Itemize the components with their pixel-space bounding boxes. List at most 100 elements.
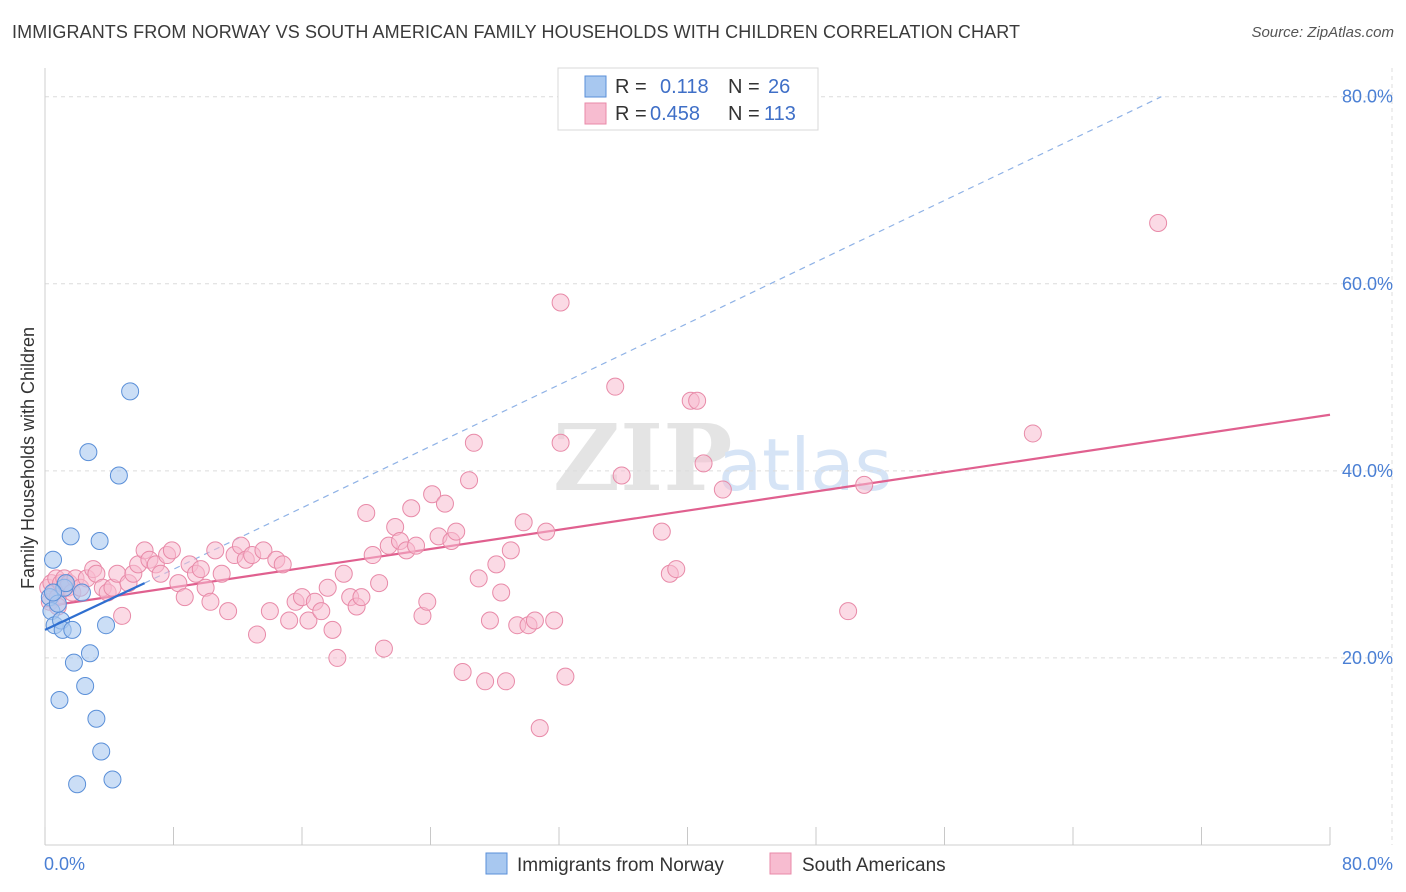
norway-point — [121, 382, 140, 401]
south-americans-point — [352, 588, 371, 607]
south-americans-point — [464, 433, 483, 452]
stats-legend: R = 0.118 N = 26 R = 0.458 N = 113 — [557, 67, 819, 131]
south-americans-point — [334, 564, 353, 583]
south-americans-point — [652, 522, 671, 541]
south-americans-point — [556, 667, 575, 686]
bottom-legend-label-south-americans: South Americans — [802, 855, 946, 876]
south-americans-point — [469, 569, 488, 588]
y-tick-label: 60.0% — [1342, 274, 1393, 294]
south-americans-point — [1023, 424, 1042, 443]
south-americans-point — [551, 293, 570, 312]
south-americans-point — [1149, 213, 1168, 232]
south-americans-trend-line — [44, 413, 1331, 608]
south-americans-point — [175, 588, 194, 607]
axes — [44, 68, 1331, 846]
south-americans-point — [855, 475, 874, 494]
south-americans-point — [606, 377, 625, 396]
norway-point — [68, 775, 87, 794]
legend-swatch-south-americans — [584, 102, 607, 125]
south-americans-point — [476, 672, 495, 691]
norway-point — [79, 443, 98, 462]
south-americans-point — [525, 611, 544, 630]
south-americans-point — [551, 433, 570, 452]
legend-n-label-norway: N = — [728, 76, 760, 98]
norway-point — [109, 466, 128, 485]
south-americans-points — [39, 213, 1168, 738]
south-americans-point — [480, 611, 499, 630]
south-americans-point — [363, 546, 382, 565]
norway-point — [103, 770, 122, 789]
south-americans-point — [514, 513, 533, 532]
south-americans-point — [162, 541, 181, 560]
south-americans-point — [423, 485, 442, 504]
south-americans-point — [312, 602, 331, 621]
south-americans-point — [487, 555, 506, 574]
norway-point — [63, 620, 82, 639]
south-americans-point — [219, 602, 238, 621]
bottom-legend-swatch-south-americans — [769, 852, 792, 875]
norway-point — [64, 653, 83, 672]
bottom-legend-label-norway: Immigrants from Norway — [517, 855, 724, 876]
trend-lines — [44, 96, 1331, 608]
y-tick-label: 80.0% — [1342, 87, 1393, 107]
south-americans-point — [299, 611, 318, 630]
south-americans-point — [667, 560, 686, 579]
norway-point — [80, 644, 99, 663]
legend-swatch-norway — [584, 75, 607, 98]
south-americans-point — [694, 454, 713, 473]
chart-title: IMMIGRANTS FROM NORWAY VS SOUTH AMERICAN… — [12, 22, 1021, 42]
y-axis-label: Family Households with Children — [18, 327, 38, 589]
south-americans-point — [530, 719, 549, 738]
south-americans-point — [113, 606, 132, 625]
south-americans-point — [407, 536, 426, 555]
south-americans-point — [323, 620, 342, 639]
norway-point — [61, 527, 80, 546]
south-americans-point — [260, 602, 279, 621]
legend-r-label-south-americans: R = — [615, 103, 647, 125]
x-tick-label: 80.0% — [1342, 854, 1393, 874]
norway-trend-extension — [144, 96, 1162, 584]
norway-point — [44, 550, 63, 569]
norway-trend-line — [44, 582, 146, 631]
south-americans-point — [374, 639, 393, 658]
south-americans-point — [357, 503, 376, 522]
south-americans-point — [402, 499, 421, 518]
south-americans-point — [328, 648, 347, 667]
south-americans-point — [460, 471, 479, 490]
south-americans-point — [447, 522, 466, 541]
bottom-legend-swatch-norway — [485, 852, 508, 875]
y-tick-label: 40.0% — [1342, 461, 1393, 481]
watermark-atlas: atlas — [718, 423, 892, 507]
south-americans-point — [537, 522, 556, 541]
south-americans-point — [545, 611, 564, 630]
south-americans-point — [212, 564, 231, 583]
south-americans-point — [201, 592, 220, 611]
legend-r-value-south-americans: 0.458 — [650, 103, 700, 125]
south-americans-point — [254, 541, 273, 560]
series-legend: Immigrants from Norway South Americans — [485, 852, 946, 876]
south-americans-point — [612, 466, 631, 485]
norway-point — [87, 709, 106, 728]
legend-r-value-norway: 0.118 — [660, 76, 709, 98]
x-tick-label: 0.0% — [44, 854, 85, 874]
norway-points — [40, 382, 146, 794]
norway-point — [56, 574, 75, 593]
south-americans-point — [151, 564, 170, 583]
norway-point — [44, 583, 63, 602]
south-americans-point — [453, 662, 472, 681]
legend-n-value-norway: 26 — [768, 76, 790, 98]
norway-point — [92, 742, 111, 761]
south-americans-point — [273, 555, 292, 574]
norway-point — [72, 583, 91, 602]
y-tick-label: 20.0% — [1342, 648, 1393, 668]
south-americans-point — [418, 592, 437, 611]
south-americans-point — [713, 480, 732, 499]
south-americans-point — [206, 541, 225, 560]
tick-labels: 20.0% 40.0% 60.0% 80.0% 0.0% 80.0% — [44, 87, 1393, 874]
south-americans-point — [318, 578, 337, 597]
source-label: Source: ZipAtlas.com — [1251, 24, 1394, 41]
south-americans-point — [191, 560, 210, 579]
norway-point — [50, 691, 69, 710]
south-americans-point — [492, 583, 511, 602]
